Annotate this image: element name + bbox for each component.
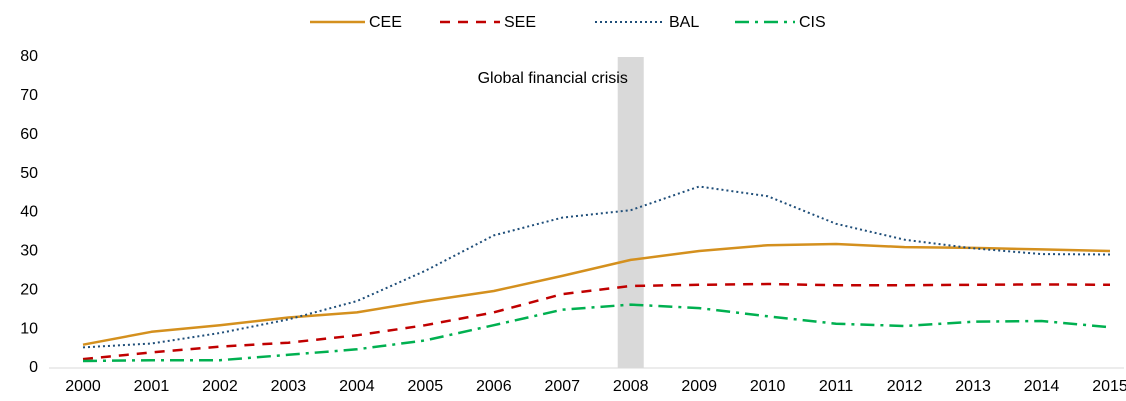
x-tick-label: 2015: [1092, 378, 1126, 395]
x-tick-label: 2008: [613, 378, 649, 395]
y-tick-label: 20: [20, 281, 38, 298]
x-tick-label: 2009: [681, 378, 717, 395]
x-tick-label: 2000: [65, 378, 101, 395]
legend-label: CEE: [369, 14, 402, 31]
x-tick-label: 2002: [202, 378, 238, 395]
series-line: [82, 303, 1111, 363]
y-tick-label: 80: [20, 48, 38, 65]
y-tick-label: 50: [20, 165, 38, 182]
x-tick-label: 2013: [955, 378, 991, 395]
x-tick-label: 2012: [887, 378, 923, 395]
x-tick-label: 2004: [339, 378, 375, 395]
x-tick-label: 2003: [271, 378, 307, 395]
series-line: [82, 282, 1111, 361]
y-tick-label: 0: [29, 359, 38, 376]
y-tick-label: 70: [20, 87, 38, 104]
series-line: [82, 185, 1111, 349]
x-tick-label: 2011: [819, 378, 854, 395]
x-tick-label: 2006: [476, 378, 512, 395]
crisis-band: [617, 57, 644, 368]
legend-label: SEE: [504, 14, 536, 31]
x-tick-label: 2007: [544, 378, 580, 395]
x-tick-label: 2014: [1024, 378, 1060, 395]
y-tick-label: 30: [20, 243, 38, 260]
legend-label: CIS: [799, 14, 826, 31]
y-tick-label: 40: [20, 204, 38, 221]
x-tick-label: 2001: [134, 378, 170, 395]
series-line: [82, 242, 1111, 346]
y-tick-label: 10: [20, 320, 38, 337]
x-tick-label: 2005: [408, 378, 444, 395]
annotation: Global financial crisis: [478, 70, 628, 87]
legend-label: BAL: [669, 14, 699, 31]
y-tick-label: 60: [20, 126, 38, 143]
x-tick-label: 2010: [750, 378, 786, 395]
